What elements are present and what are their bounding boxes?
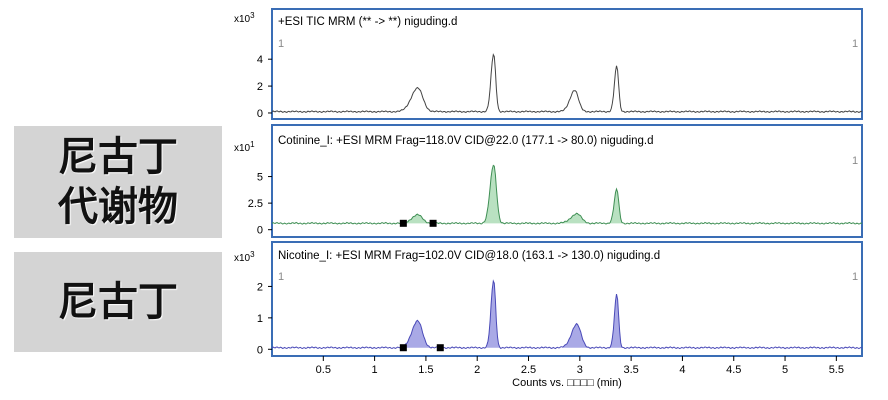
x-tick-label: 4.5 bbox=[726, 364, 741, 376]
x-tick-label: 3.5 bbox=[623, 364, 638, 376]
panel-frame bbox=[271, 241, 863, 357]
y-tick-label: 2.5 bbox=[248, 198, 263, 210]
y-tick-label: 1 bbox=[257, 313, 263, 325]
y-tick-label: 2 bbox=[257, 81, 263, 93]
side-label-line1: 尼古丁 bbox=[58, 133, 178, 180]
integration-marker bbox=[399, 219, 407, 227]
y-tick-label: 4 bbox=[257, 54, 263, 66]
side-label-line2: 代谢物 bbox=[58, 183, 178, 230]
x-tick-label: 1 bbox=[372, 364, 378, 376]
x-tick-label: 5 bbox=[782, 364, 788, 376]
x-axis: 0.5 1 1.5 2 2.5 3 3.5 4 4.5 5 5.5 bbox=[316, 356, 844, 376]
panel-nicotine: x103 Nicotine_I: +ESI MRM Frag=102.0V CI… bbox=[234, 241, 863, 357]
plot-area bbox=[271, 53, 863, 113]
x-tick-label: 2.5 bbox=[521, 364, 536, 376]
panel-frame bbox=[271, 8, 863, 120]
panel-cotinine: x101 Cotinine_I: +ESI MRM Frag=118.0V CI… bbox=[234, 124, 863, 238]
corner-label-right: 1 bbox=[852, 38, 858, 50]
scale-label: x103 bbox=[234, 11, 255, 25]
side-label-nicotine: 尼古丁 bbox=[14, 252, 222, 352]
peak-area bbox=[609, 189, 624, 224]
x-tick-label: 4 bbox=[679, 364, 685, 376]
plot-area bbox=[271, 279, 863, 352]
scale-label: x101 bbox=[234, 140, 255, 154]
plot-area bbox=[271, 164, 863, 227]
y-tick-label: 0 bbox=[257, 225, 263, 237]
peak-area bbox=[561, 323, 592, 349]
panel-title: Nicotine_I: +ESI MRM Frag=102.0V CID@18.… bbox=[278, 250, 660, 262]
y-tick-label: 0 bbox=[257, 344, 263, 356]
y-axis: 2 1 0 bbox=[257, 281, 272, 356]
scale-label: x103 bbox=[234, 250, 255, 264]
peak-area bbox=[486, 281, 501, 349]
y-axis: 52.50 bbox=[248, 172, 272, 237]
signal-line bbox=[271, 53, 863, 113]
corner-label-right: 1 bbox=[852, 271, 858, 283]
x-tick-label: 1.5 bbox=[418, 364, 433, 376]
panel-title: +ESI TIC MRM (** -> **) niguding.d bbox=[278, 16, 457, 28]
integration-marker bbox=[436, 344, 444, 352]
side-label-metabolite: 尼古丁 代谢物 bbox=[14, 126, 222, 238]
peak-area bbox=[401, 320, 435, 348]
y-tick-label: 5 bbox=[257, 172, 263, 184]
x-tick-label: 2 bbox=[474, 364, 480, 376]
panel-frame bbox=[271, 124, 863, 238]
x-tick-label: 5.5 bbox=[829, 364, 844, 376]
corner-label-left: 1 bbox=[278, 38, 284, 50]
x-tick-label: 0.5 bbox=[316, 364, 331, 376]
corner-label-left: 1 bbox=[278, 271, 284, 283]
peak-area bbox=[401, 214, 435, 224]
side-label-line1: 尼古丁 bbox=[58, 278, 178, 325]
y-tick-label: 2 bbox=[257, 281, 263, 293]
integration-marker bbox=[399, 344, 407, 352]
panel-tic: x103 +ESI TIC MRM (** -> **) niguding.d … bbox=[234, 8, 863, 120]
x-axis-label: Counts vs. □□□□ (min) bbox=[512, 377, 622, 389]
y-axis: 4 2 0 bbox=[257, 54, 272, 120]
integration-marker bbox=[429, 219, 437, 227]
peak-area bbox=[483, 165, 504, 224]
corner-label-right: 1 bbox=[852, 155, 858, 167]
panel-title: Cotinine_I: +ESI MRM Frag=118.0V CID@22.… bbox=[278, 135, 654, 147]
signal-line bbox=[271, 164, 863, 225]
x-tick-label: 3 bbox=[577, 364, 583, 376]
y-tick-label: 0 bbox=[257, 108, 263, 120]
signal-line bbox=[271, 279, 863, 350]
peak-area bbox=[610, 294, 624, 348]
